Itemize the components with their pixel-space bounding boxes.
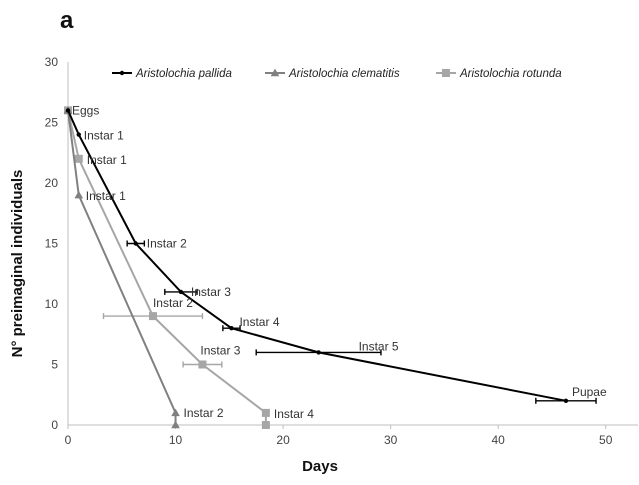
y-axis-title: N° preimaginal individuals: [9, 170, 26, 358]
y-axis-ticks: 0 5 10 15 20 25 30: [45, 55, 59, 432]
y-tick-label: 5: [51, 358, 58, 372]
point-label: Pupae: [572, 385, 607, 399]
axes: [67, 62, 638, 426]
point-label: Instar 4: [274, 407, 314, 421]
data-point: [133, 241, 138, 246]
point-label: Instar 1: [84, 129, 124, 143]
data-point: [563, 398, 569, 403]
data-point: [74, 154, 83, 163]
y-tick-label: 25: [45, 116, 59, 130]
data-point: [171, 408, 180, 417]
y-tick-label: 10: [45, 297, 59, 311]
y-tick-label: 15: [45, 237, 59, 251]
point-label: Instar 3: [200, 344, 240, 358]
x-tick-label: 40: [492, 433, 506, 447]
data-point: [316, 350, 321, 355]
data-point: [76, 132, 81, 137]
point-label: Instar 2: [147, 237, 187, 251]
y-tick-label: 20: [45, 176, 59, 190]
series-layer: [63, 106, 597, 429]
x-axis-ticks: 0 10 20 30 40 50: [65, 425, 613, 447]
point-label: Instar 4: [239, 315, 279, 329]
series-aristolochia-clematitis: [63, 106, 180, 429]
series-aristolochia-pallida: [65, 108, 597, 404]
data-point: [229, 326, 234, 331]
legend-marker: [119, 70, 125, 76]
panel-label: a: [60, 7, 74, 34]
data-point: [148, 312, 157, 321]
data-point: [65, 108, 71, 113]
data-point: [261, 408, 270, 417]
x-axis-title: Days: [302, 458, 338, 475]
data-point: [171, 420, 180, 429]
x-tick-label: 0: [65, 433, 72, 447]
legend: Aristolochia pallida Aristolochia clemati…: [112, 68, 562, 80]
point-label: Eggs: [72, 103, 99, 117]
legend-label: Aristolochia clematitis: [288, 68, 400, 80]
point-label: Instar 1: [87, 153, 127, 167]
x-tick-label: 30: [384, 433, 398, 447]
series-line: [67, 110, 177, 425]
data-point: [178, 289, 184, 295]
legend-marker: [270, 68, 280, 77]
point-label: Instar 3: [191, 285, 231, 299]
data-point: [74, 190, 84, 199]
x-tick-label: 20: [276, 433, 290, 447]
data-point: [198, 360, 207, 369]
legend-label: Aristolochia rotunda: [459, 68, 562, 80]
series-line: [67, 109, 567, 402]
legend-label: Aristolochia pallida: [135, 68, 232, 80]
x-tick-label: 10: [169, 433, 183, 447]
x-tick-label: 50: [599, 433, 613, 447]
legend-marker: [442, 69, 450, 77]
point-label: Instar 2: [153, 296, 193, 310]
point-label: Instar 2: [184, 406, 224, 420]
y-tick-label: 30: [45, 55, 59, 69]
point-label: Instar 1: [86, 189, 126, 203]
y-tick-label: 0: [51, 418, 58, 432]
data-point: [261, 421, 270, 429]
point-label: Instar 5: [359, 339, 399, 353]
